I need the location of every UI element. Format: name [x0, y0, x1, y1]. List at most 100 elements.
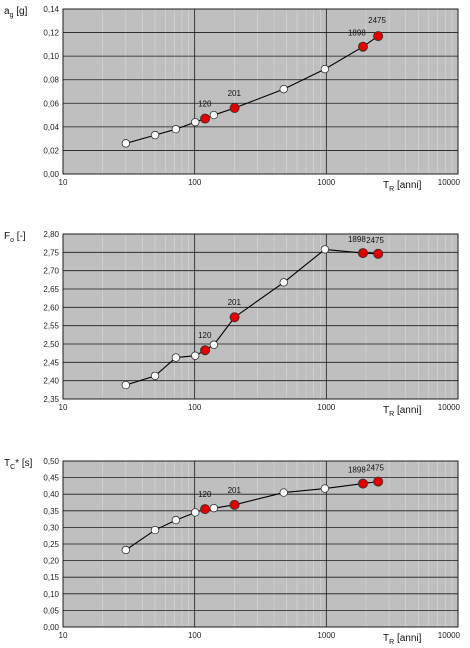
- y-tick-label: 2,40: [43, 377, 59, 386]
- data-point: [171, 125, 181, 134]
- y-axis-label: Fo [-]: [4, 231, 26, 244]
- y-tick-label: 0,30: [43, 523, 59, 532]
- x-axis-label-sub: R: [389, 639, 394, 646]
- data-point: [191, 351, 200, 360]
- data-label: 201: [228, 89, 242, 98]
- y-tick-label: 0,45: [43, 474, 59, 483]
- x-axis-label-sub: R: [389, 186, 394, 193]
- x-axis-label: TR [anni]: [383, 405, 422, 418]
- x-axis-label-unit: [anni]: [394, 633, 421, 644]
- y-tick-label: 2,70: [43, 267, 59, 276]
- chart-3: 0,00 0,05 0,10 0,15 0,20 0,25 0,30 0,35 0,40 0,45…: [4, 457, 461, 646]
- y-tick-label: 0,00: [43, 170, 59, 179]
- data-point: [191, 117, 200, 127]
- chart-2: 2,35 2,40 2,45 2,50 2,55 2,60 2,65 2,70 2,75 2,80…: [4, 230, 461, 418]
- y-tick-label: 0,25: [43, 540, 59, 549]
- x-axis-label-main: T: [383, 633, 389, 644]
- y-tick-label: 0,14: [43, 5, 59, 14]
- y-tick-label: 2,65: [43, 285, 59, 294]
- x-axis-label-main: T: [383, 405, 389, 416]
- highlight-point: [229, 499, 240, 510]
- data-point: [121, 139, 131, 148]
- data-point: [121, 380, 131, 390]
- y-tick-label: 0,15: [43, 573, 59, 582]
- data-label: 1898: [348, 466, 366, 475]
- y-tick-label: 0,05: [43, 606, 59, 615]
- data-label: 120: [198, 100, 212, 109]
- y-axis-label-sub: g: [10, 12, 14, 19]
- y-axis-label: ag [g]: [4, 6, 28, 19]
- data-point: [279, 278, 288, 287]
- y-tick-label: 2,50: [43, 340, 59, 349]
- x-tick-label: 10: [59, 403, 68, 412]
- y-axis-label-main: T: [4, 458, 10, 469]
- y-tick-label: 0,04: [43, 123, 59, 132]
- y-tick-label: 0,02: [43, 146, 59, 155]
- x-tick-label: 100: [188, 631, 202, 640]
- data-label: 2475: [366, 464, 384, 473]
- y-tick-label: 2,55: [43, 322, 59, 331]
- y-tick-label: 2,75: [43, 248, 59, 257]
- x-tick-label: 1000: [317, 403, 335, 412]
- data-point: [150, 525, 160, 535]
- x-axis-label: TR [anni]: [383, 180, 422, 193]
- data-label: 201: [228, 486, 242, 495]
- x-tick-label: 1000: [317, 178, 335, 187]
- data-point: [121, 545, 131, 555]
- y-tick-label: 0,50: [43, 457, 59, 466]
- highlight-point: [229, 103, 240, 114]
- x-tick-label: 10: [59, 631, 68, 640]
- highlight-point: [373, 476, 384, 487]
- y-tick-label: 0,35: [43, 507, 59, 516]
- y-axis-label-unit: [g]: [13, 6, 27, 17]
- y-tick-label: 0,10: [43, 590, 59, 599]
- data-point: [279, 84, 288, 94]
- data-label: 2475: [368, 16, 386, 25]
- highlight-point: [357, 41, 368, 52]
- y-axis-label-unit: * [s]: [15, 458, 32, 469]
- plot-area: [63, 9, 458, 174]
- x-tick-label: 10000: [438, 178, 461, 187]
- data-label: 2475: [366, 236, 384, 245]
- highlight-point: [357, 248, 368, 259]
- data-point: [279, 488, 288, 497]
- data-point: [209, 340, 219, 349]
- highlight-point: [229, 312, 240, 323]
- y-axis-label-sub: C: [10, 464, 15, 471]
- data-label: 120: [198, 331, 212, 340]
- x-tick-label: 10000: [438, 403, 461, 412]
- data-point: [320, 484, 330, 493]
- y-tick-label: 0,10: [43, 52, 59, 61]
- y-tick-label: 0,08: [43, 76, 59, 85]
- chart-1: 0,00 0,02 0,04 0,06 0,08 0,10 0,12 0,14 10 100 100…: [4, 5, 461, 193]
- y-tick-label: 2,60: [43, 303, 59, 312]
- x-axis-label-main: T: [383, 180, 389, 191]
- data-point: [191, 508, 200, 517]
- data-label: 1898: [348, 235, 366, 244]
- y-axis-label: TC* [s]: [4, 458, 33, 471]
- data-point: [320, 245, 330, 254]
- y-tick-label: 0,40: [43, 490, 59, 499]
- x-axis-label-unit: [anni]: [394, 405, 421, 416]
- data-point: [150, 371, 160, 381]
- plot-border: [62, 8, 459, 175]
- highlight-point: [200, 504, 211, 515]
- data-label: 1898: [348, 29, 366, 38]
- x-tick-label: 100: [188, 178, 202, 187]
- x-axis-label-sub: R: [389, 411, 394, 418]
- plot-area: [63, 234, 458, 399]
- y-tick-label: 2,80: [43, 230, 59, 239]
- data-label: 201: [228, 298, 242, 307]
- highlight-point: [200, 113, 211, 124]
- data-point: [150, 130, 160, 140]
- y-axis-label-unit: [-]: [14, 231, 26, 242]
- y-axis-label-sub: o: [10, 237, 14, 244]
- highlight-point: [373, 248, 384, 259]
- plot-border: [62, 460, 459, 628]
- x-axis-label-unit: [anni]: [394, 180, 421, 191]
- data-point: [209, 503, 219, 513]
- x-axis-label: TR [anni]: [383, 633, 422, 646]
- plot-border: [62, 233, 459, 400]
- x-tick-label: 1000: [317, 631, 335, 640]
